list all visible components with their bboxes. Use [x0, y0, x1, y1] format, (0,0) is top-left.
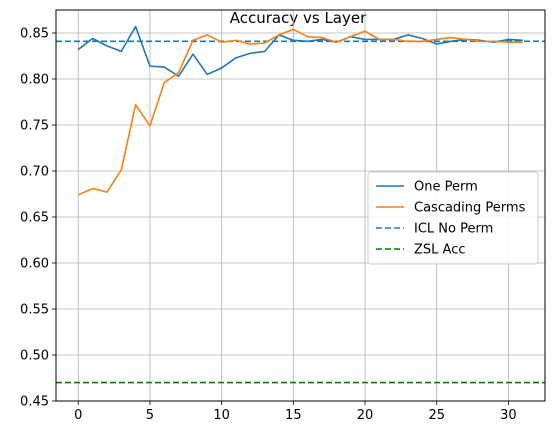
- y-tick-label: 0.65: [20, 211, 49, 226]
- x-tick-label: 15: [285, 408, 302, 423]
- x-tick-label: 5: [146, 408, 154, 423]
- y-tick-label: 0.75: [20, 119, 49, 134]
- legend-box: [367, 171, 539, 265]
- y-tick-label: 0.55: [20, 303, 49, 318]
- series-lines: [77, 25, 523, 196]
- y-tick-label: 0.70: [20, 165, 49, 180]
- y-tick-label: 0.85: [20, 27, 49, 42]
- y-tick-label: 0.50: [20, 349, 49, 364]
- x-tick-label: 25: [428, 408, 445, 423]
- legend-label: ZSL Acc: [414, 243, 466, 258]
- legend: One Perm Cascading Perms ICL No Perm ZSL Ac…: [367, 171, 539, 265]
- chart-title: Accuracy vs Layer: [230, 9, 367, 27]
- x-tick-label: 0: [74, 408, 82, 423]
- y-tick-label: 0.45: [20, 395, 49, 410]
- axis-ticks: 0 5 10 15 20 25 30 0.45 0.50 0.55 0.60 0.65 0.70 0.75…: [20, 27, 517, 424]
- x-tick-label: 20: [357, 408, 374, 423]
- series-cascading-perms: [77, 28, 523, 196]
- legend-label: One Perm: [414, 180, 478, 195]
- x-tick-label: 10: [213, 408, 230, 423]
- plot-frame: [55, 9, 546, 402]
- series-one-perm: [77, 25, 523, 78]
- legend-label: ICL No Perm: [414, 222, 493, 237]
- y-tick-label: 0.60: [20, 257, 49, 272]
- y-tick-label: 0.80: [20, 73, 49, 88]
- x-tick-label: 30: [500, 408, 517, 423]
- legend-label: Cascading Perms: [414, 201, 526, 216]
